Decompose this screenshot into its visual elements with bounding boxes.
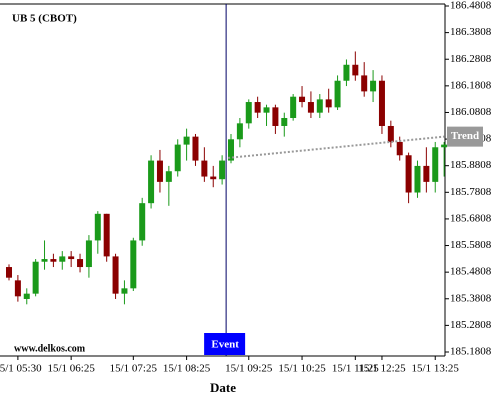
candle-body bbox=[112, 256, 119, 294]
candle-body bbox=[352, 64, 359, 76]
candle-body bbox=[219, 160, 226, 180]
candle-body bbox=[263, 107, 270, 113]
y-tick-label: 185.4808 bbox=[450, 266, 492, 278]
candle-body bbox=[156, 160, 163, 182]
candle-body bbox=[414, 165, 421, 193]
candle-body bbox=[423, 165, 430, 182]
candle-body bbox=[94, 213, 101, 241]
x-tick-label: 15/1 10:25 bbox=[278, 363, 326, 375]
candle-body bbox=[130, 240, 137, 289]
candle-body bbox=[201, 160, 208, 177]
x-tick-label: 15/1 08:25 bbox=[163, 363, 211, 375]
y-tick-label: 186.4808 bbox=[450, 0, 492, 12]
candle-body bbox=[307, 102, 314, 113]
candle-body bbox=[343, 64, 350, 81]
candle-body bbox=[325, 99, 332, 108]
watermark: www.delkos.com bbox=[14, 343, 86, 354]
candle-body bbox=[50, 259, 57, 262]
candle-body bbox=[245, 102, 252, 124]
y-tick-label: 185.1808 bbox=[450, 346, 492, 358]
candle-body bbox=[41, 259, 48, 262]
candle-body bbox=[23, 293, 30, 299]
candle-body bbox=[165, 171, 172, 182]
candle-body bbox=[378, 80, 385, 126]
candle-body bbox=[299, 96, 306, 103]
y-tick-label: 186.3808 bbox=[450, 26, 492, 38]
candle-body bbox=[254, 102, 261, 113]
candle-body bbox=[334, 80, 341, 108]
x-tick-label: 15/1 07:25 bbox=[110, 363, 158, 375]
candle-body bbox=[316, 99, 323, 113]
y-tick-label: 185.3808 bbox=[450, 292, 492, 304]
trend-line bbox=[228, 135, 445, 159]
candle-body bbox=[370, 80, 377, 92]
candle-body bbox=[405, 155, 412, 193]
candle-body bbox=[183, 136, 190, 145]
y-tick-label: 185.2808 bbox=[450, 319, 492, 331]
x-tick-label: 15/1 06:25 bbox=[47, 363, 95, 375]
candle-body bbox=[272, 107, 279, 126]
candle-body bbox=[77, 259, 84, 268]
x-tick-label: 15/1 12:25 bbox=[358, 363, 406, 375]
candle-body bbox=[68, 256, 75, 260]
x-tick-label: 15/1 05:30 bbox=[0, 363, 42, 375]
candle-body bbox=[387, 125, 394, 142]
candle-body bbox=[14, 280, 21, 297]
candle-body bbox=[432, 147, 439, 182]
candle-body bbox=[290, 96, 297, 118]
y-tick-label: 185.6808 bbox=[450, 212, 492, 224]
y-tick-label: 186.1808 bbox=[450, 79, 492, 91]
candle-body bbox=[236, 123, 243, 140]
candle-body bbox=[210, 176, 217, 180]
candle-body bbox=[32, 261, 39, 294]
y-tick-label: 185.5808 bbox=[450, 239, 492, 251]
event-box bbox=[204, 333, 246, 355]
candle-body bbox=[121, 288, 128, 294]
trend-label: Trend bbox=[451, 130, 479, 142]
candle-body bbox=[139, 203, 146, 241]
candle-body bbox=[174, 144, 181, 172]
x-tick-label: 15/1 09:25 bbox=[225, 363, 273, 375]
candle-body bbox=[103, 213, 110, 257]
candle-body bbox=[228, 139, 234, 161]
x-axis-label: Date bbox=[210, 380, 236, 395]
candle-body bbox=[396, 141, 403, 156]
x-tick-label: 15/1 11:25 bbox=[332, 363, 379, 375]
candle-body bbox=[59, 256, 66, 262]
candle-body bbox=[148, 160, 155, 204]
x-tick-label: 15/1 13:25 bbox=[412, 363, 460, 375]
y-tick-label: 185.8808 bbox=[450, 159, 492, 171]
y-tick-label: 186.2808 bbox=[450, 53, 492, 65]
y-tick-label: 185.7808 bbox=[450, 186, 492, 198]
candle-body bbox=[361, 75, 368, 92]
candle-body bbox=[441, 144, 448, 148]
candle-body bbox=[192, 136, 199, 161]
event-label: Event bbox=[211, 339, 239, 351]
candle-body bbox=[85, 240, 92, 268]
candle-body bbox=[281, 117, 288, 126]
chart-title: UB 5 (CBOT) bbox=[12, 13, 77, 25]
trend-box bbox=[447, 126, 483, 147]
y-tick-label: 186.0808 bbox=[450, 106, 492, 118]
candle-body bbox=[6, 267, 12, 278]
